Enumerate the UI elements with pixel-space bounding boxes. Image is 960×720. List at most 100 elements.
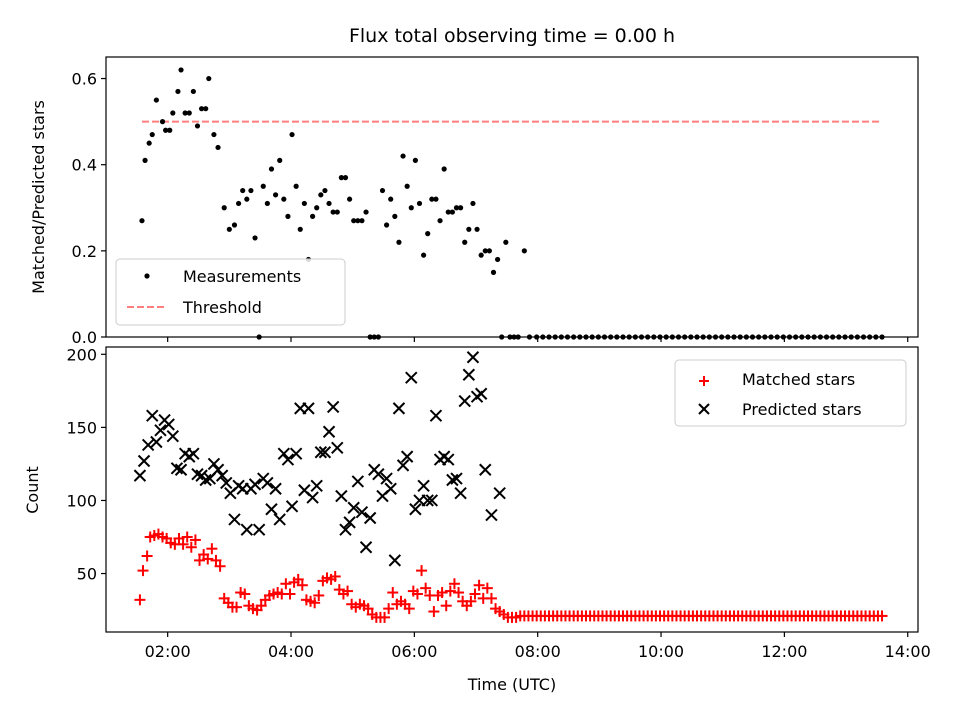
predicted-star-point <box>384 482 397 495</box>
matched-star-point <box>206 543 218 555</box>
bottom-legend-box <box>674 359 907 427</box>
predicted-star-point <box>187 447 200 460</box>
predicted-star-point <box>454 486 467 500</box>
predicted-star-point <box>277 447 291 460</box>
legend-measurements-marker <box>144 273 150 279</box>
measurement-point <box>153 97 159 103</box>
predicted-star-point <box>347 501 360 514</box>
predicted-star-point <box>162 418 175 431</box>
predicted-star-point <box>335 489 348 503</box>
bottom-y-axis-label: Count <box>23 466 42 514</box>
matched-star-point <box>194 554 206 566</box>
predicted-star-point <box>479 463 492 476</box>
predicted-star-point <box>351 475 365 488</box>
measurement-point <box>412 157 418 163</box>
bottom-x-tick-label: 06:00 <box>391 642 437 661</box>
measurement-point <box>355 218 361 224</box>
legend-threshold-label: Threshold <box>182 298 262 317</box>
measurement-point <box>495 256 501 263</box>
top-legend: Measurements Threshold <box>115 258 346 326</box>
predicted-star-point <box>474 387 488 400</box>
predicted-star-point <box>314 446 328 459</box>
matched-star-point <box>403 603 415 615</box>
top-y-tick-label: 0.4 <box>72 156 97 175</box>
predicted-star-point <box>269 482 282 495</box>
legend-matched-label: Matched stars <box>742 370 855 389</box>
predicted-star-point <box>166 429 180 443</box>
measurement-point <box>347 196 353 202</box>
predicted-star-point <box>289 447 303 460</box>
measurement-point <box>363 209 369 215</box>
measurement-point <box>400 153 406 159</box>
bottom-x-tick-label: 10:00 <box>638 642 684 661</box>
top-plot-frame <box>105 56 919 338</box>
measurement-point <box>470 200 476 207</box>
predicted-star-point <box>240 523 254 536</box>
matched-star-point <box>329 570 341 582</box>
measurement-point <box>215 144 221 151</box>
measurement-point <box>297 226 303 232</box>
legend-measurements-label: Measurements <box>183 267 301 286</box>
predicted-star-point <box>285 500 299 513</box>
predicted-star-point <box>450 472 463 485</box>
measurement-point <box>474 226 480 232</box>
matched-star-point <box>444 585 456 597</box>
bottom-x-tick-label: 08:00 <box>515 642 561 661</box>
predicted-star-point <box>400 450 414 463</box>
measurement-point <box>326 200 332 207</box>
top-y-tick-label: 0.0 <box>72 328 97 347</box>
measurement-point <box>301 200 307 207</box>
matched-star-point <box>473 579 485 591</box>
matched-star-point <box>177 538 189 550</box>
matched-star-point <box>185 541 197 553</box>
matched-star-point <box>255 600 267 612</box>
bottom-x-tick-label: 04:00 <box>268 642 314 661</box>
measurement-point <box>221 205 227 211</box>
matched-star-point <box>137 565 149 577</box>
measurement-point <box>178 67 184 73</box>
measurement-point <box>322 187 328 194</box>
measurement-point <box>260 183 266 189</box>
measurement-point <box>264 200 270 207</box>
matched-star-point <box>231 601 243 613</box>
measurement-point <box>190 88 196 95</box>
measurement-point <box>149 131 155 138</box>
bottom-plot-frame <box>105 346 919 633</box>
measurement-point <box>186 110 192 116</box>
measurement-point <box>482 248 488 254</box>
top-y-tick-label: 0.2 <box>72 242 97 261</box>
measurement-point <box>314 205 320 211</box>
matched-star-point <box>181 531 193 543</box>
measurement-point <box>281 196 287 202</box>
top-y-axis-label: Matched/Predicted stars <box>29 100 48 294</box>
measurement-point <box>437 218 443 224</box>
measurement-point <box>330 209 336 215</box>
measurement-point <box>244 196 250 202</box>
measurement-point <box>408 205 414 211</box>
predicted-star-point <box>462 368 476 381</box>
predicted-star-point <box>141 438 155 452</box>
predicted-star-point <box>380 472 393 485</box>
matched-star-point <box>362 603 374 615</box>
predicted-star-point <box>417 479 430 493</box>
measurement-point <box>334 209 340 215</box>
predicted-star-point <box>466 351 480 364</box>
matched-star-point <box>453 587 465 599</box>
matched-star-point <box>141 550 153 562</box>
predicted-star-point <box>199 473 212 487</box>
measurement-point <box>429 196 435 202</box>
measurement-point <box>379 187 386 194</box>
matched-star-point <box>420 582 432 594</box>
predicted-star-point <box>326 400 340 414</box>
measurement-point <box>462 239 468 245</box>
matched-star-point <box>280 578 292 590</box>
matched-star-point <box>239 588 251 600</box>
bottom-x-tick-label: 02:00 <box>145 642 191 661</box>
measurement-point <box>235 200 242 207</box>
matched-star-point <box>448 578 460 590</box>
bottom-y-tick-label: 200 <box>66 345 97 364</box>
measurement-point <box>416 200 423 207</box>
predicted-star-point <box>493 486 506 500</box>
predicted-star-point <box>174 463 188 476</box>
